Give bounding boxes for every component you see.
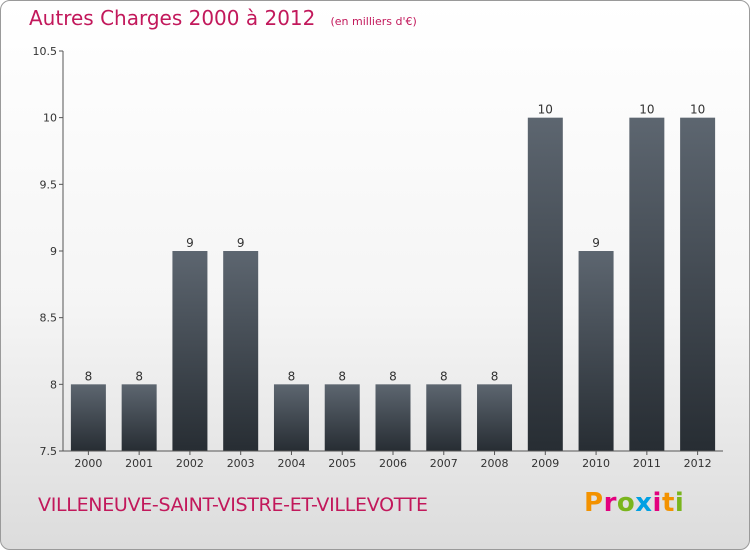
x-tick-label: 2006 [379,457,407,470]
y-tick-label: 10 [43,112,57,125]
bar [223,251,259,451]
bar [324,384,360,451]
chart-unit: (en milliers d'€) [330,15,417,28]
bar [527,117,563,452]
logo-letter: i [674,488,685,518]
data-label: 10 [639,103,654,117]
proxiti-logo[interactable]: Proxiti [584,488,684,518]
x-tick-label: 2007 [430,457,458,470]
bar [70,384,106,451]
commune-name: VILLENEUVE-SAINT-VISTRE-ET-VILLEVOTTE [38,494,428,516]
y-tick-label: 7.5 [40,445,58,458]
logo-letter: r [603,488,617,518]
y-tick-label: 8 [50,378,57,391]
data-label: 8 [440,369,448,383]
bar [680,117,716,452]
data-label: 9 [592,236,600,250]
bar [629,117,665,452]
x-tick-label: 2004 [277,457,305,470]
x-tick-label: 2010 [582,457,610,470]
title-row: Autres Charges 2000 à 2012 (en milliers … [29,6,417,30]
data-label: 8 [491,369,499,383]
data-label: 8 [288,369,296,383]
bar [273,384,309,451]
data-label: 9 [237,236,245,250]
x-tick-label: 2009 [531,457,559,470]
y-tick-label: 8.5 [40,312,58,325]
data-label: 8 [389,369,397,383]
logo-letter: x [635,488,653,518]
logo-letter: o [616,488,636,518]
data-label: 10 [690,103,705,117]
bar [172,251,208,451]
x-tick-label: 2005 [328,457,356,470]
logo-letter: t [661,488,675,518]
chart-title: Autres Charges 2000 à 2012 [29,6,316,30]
x-tick-label: 2001 [125,457,153,470]
y-tick-label: 10.5 [33,45,58,58]
x-tick-label: 2002 [176,457,204,470]
y-tick-label: 9 [50,245,57,258]
bar [375,384,411,451]
bar [477,384,513,451]
bar [578,251,614,451]
data-label: 10 [538,103,553,117]
data-label: 8 [85,369,93,383]
data-label: 8 [338,369,346,383]
logo-letter: P [584,488,604,518]
data-label: 9 [186,236,194,250]
x-tick-label: 2008 [481,457,509,470]
x-tick-label: 2000 [74,457,102,470]
x-tick-label: 2012 [684,457,712,470]
x-tick-label: 2011 [633,457,661,470]
x-tick-label: 2003 [227,457,255,470]
y-tick-label: 9.5 [40,178,58,191]
bar [426,384,462,451]
logo-letter: i [652,488,662,518]
bar [121,384,157,451]
data-label: 8 [135,369,143,383]
